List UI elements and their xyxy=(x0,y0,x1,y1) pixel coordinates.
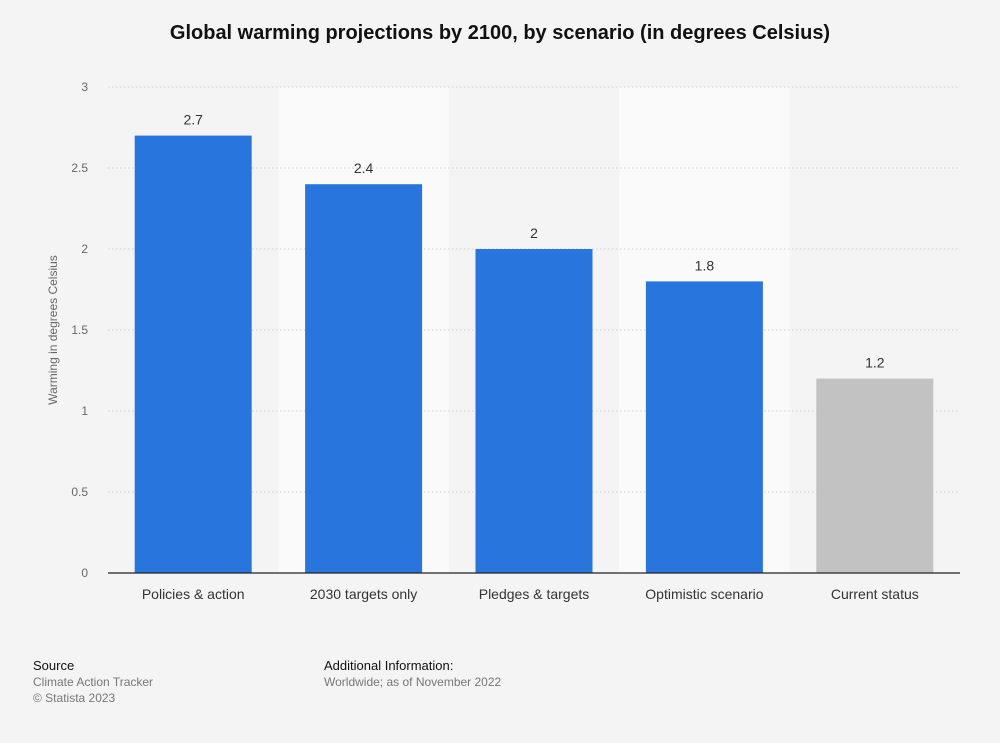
data-label: 1.8 xyxy=(695,257,715,273)
y-tick-label: 3 xyxy=(81,80,88,94)
chart-title: Global warming projections by 2100, by s… xyxy=(169,22,831,44)
data-label: 2.7 xyxy=(183,112,203,128)
x-tick-label: Pledges & targets xyxy=(479,586,590,602)
bar xyxy=(305,184,423,573)
data-label: 2 xyxy=(530,225,538,241)
bar xyxy=(645,281,763,573)
y-tick-label: 0.5 xyxy=(71,485,88,499)
y-tick-label: 0 xyxy=(81,566,88,580)
bar xyxy=(475,249,593,573)
additional-info-label: Additional Information: xyxy=(324,658,454,673)
bar-chart: 0 0.5 1 1.5 2 2.5 3 Warming in degrees Celsius 2… xyxy=(46,80,960,602)
source-name: Climate Action Tracker xyxy=(33,675,154,689)
y-axis-label: Warming in degrees Celsius xyxy=(46,255,60,405)
data-label: 2.4 xyxy=(354,160,374,176)
data-label: 1.2 xyxy=(865,355,885,371)
y-tick-label: 1 xyxy=(81,404,88,418)
y-tick-label: 2.5 xyxy=(71,161,88,175)
x-tick-label: Optimistic scenario xyxy=(645,586,763,602)
x-tick-label: Policies & action xyxy=(142,586,245,602)
copyright-text: © Statista 2023 xyxy=(33,691,116,705)
bar xyxy=(816,378,934,573)
x-tick-label: Current status xyxy=(831,586,919,602)
y-tick-label: 2 xyxy=(81,242,88,256)
y-tick-label: 1.5 xyxy=(71,323,88,337)
bar xyxy=(134,135,252,573)
source-block: Source Climate Action Tracker © Statista… xyxy=(33,658,153,706)
source-label: Source xyxy=(33,658,75,673)
additional-info-text: Worldwide; as of November 2022 xyxy=(324,675,502,689)
additional-info-block: Additional Information: Worldwide; as of… xyxy=(324,658,501,690)
x-tick-label: 2030 targets only xyxy=(310,586,417,602)
